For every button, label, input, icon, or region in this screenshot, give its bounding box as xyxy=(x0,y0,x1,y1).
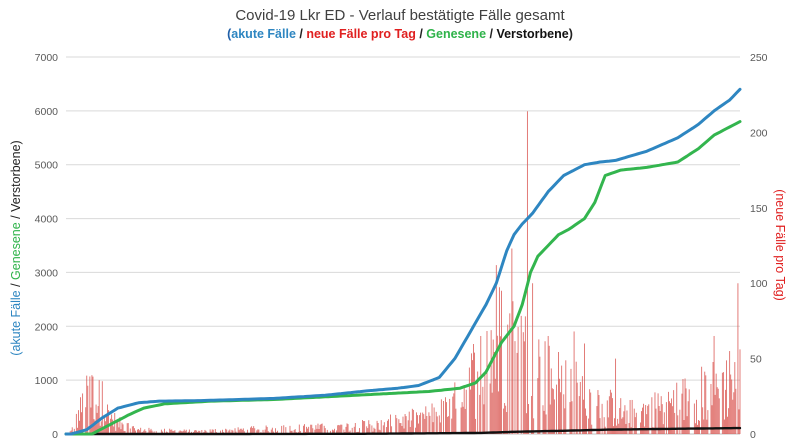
left-tick-5000: 5000 xyxy=(35,160,59,172)
left-label-part-4: / xyxy=(9,212,23,222)
right-tick-200: 200 xyxy=(750,127,768,139)
left-label-part-1: akute Fälle xyxy=(9,290,23,351)
line-genesene xyxy=(64,120,742,436)
left-tick-7000: 7000 xyxy=(35,52,59,64)
left-label-part-2: / xyxy=(9,280,23,290)
left-tick-2000: 2000 xyxy=(35,321,59,333)
daily-bars xyxy=(66,111,741,434)
subtitle-part-5: Genesene xyxy=(426,27,486,41)
right-tick-100: 100 xyxy=(750,278,768,290)
right-tick-50: 50 xyxy=(750,354,762,366)
subtitle-part-8: ) xyxy=(569,27,573,41)
line-akute xyxy=(64,87,742,436)
left-tick-1000: 1000 xyxy=(35,375,59,387)
left-axis-ticks: 0 1000 2000 3000 4000 5000 6000 7000 xyxy=(35,52,59,441)
right-tick-0: 0 xyxy=(750,429,756,441)
left-label-part-3: Genesene xyxy=(9,222,23,280)
chart-title: Covid-19 Lkr ED - Verlauf bestätigte Fäl… xyxy=(235,7,565,24)
right-tick-250: 250 xyxy=(750,52,768,64)
subtitle-part-6: / xyxy=(486,27,496,41)
series-lines xyxy=(64,87,742,436)
subtitle-part-0: ( xyxy=(227,27,232,41)
subtitle-part-2: / xyxy=(296,27,306,41)
left-label-part-6: ) xyxy=(9,140,23,144)
left-tick-6000: 6000 xyxy=(35,106,59,118)
subtitle-part-7: Verstorbene xyxy=(496,27,568,41)
left-tick-3000: 3000 xyxy=(35,267,59,279)
line-verstorbene xyxy=(64,426,742,436)
left-axis-label: (akute Fälle / Genesene / Verstorbene) xyxy=(9,140,23,355)
left-label-part-5: Verstorbene xyxy=(9,144,23,211)
subtitle-part-3: neue Fälle pro Tag xyxy=(306,27,416,41)
chart-subtitle: (akute Fälle / neue Fälle pro Tag / Gene… xyxy=(227,27,573,41)
grid-lines xyxy=(66,56,740,435)
subtitle-part-4: / xyxy=(416,27,426,41)
left-tick-4000: 4000 xyxy=(35,214,59,226)
right-axis-ticks: 0 50 100 150 200 250 xyxy=(750,52,768,441)
left-tick-0: 0 xyxy=(52,429,58,441)
left-label-part-0: ( xyxy=(9,351,23,356)
right-tick-150: 150 xyxy=(750,203,768,215)
subtitle-part-1: akute Fälle xyxy=(231,27,296,41)
right-axis-label: (neue Fälle pro Tag) xyxy=(773,189,787,301)
